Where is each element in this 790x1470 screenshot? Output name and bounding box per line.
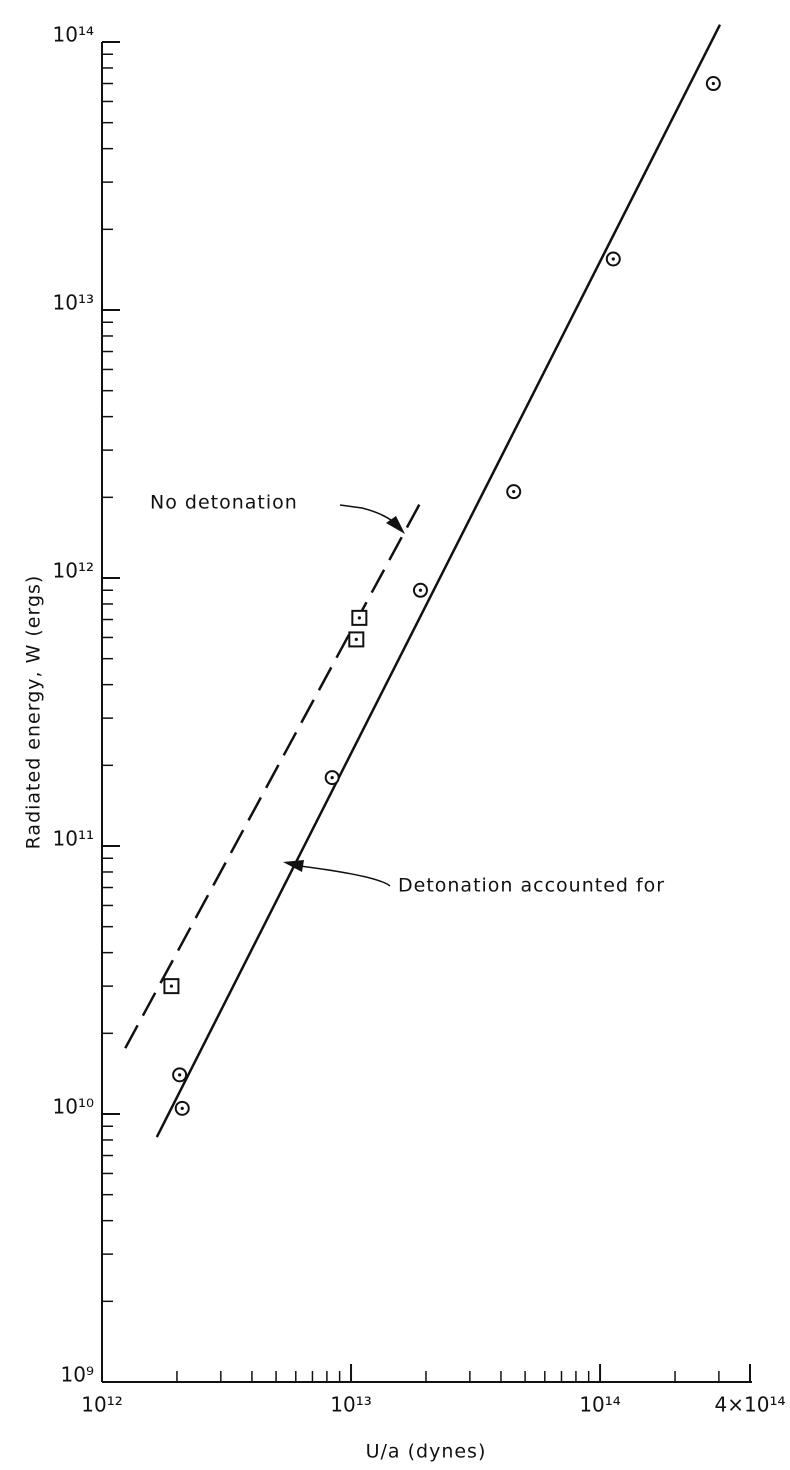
point-center <box>711 81 715 86</box>
x-tick-label: 10¹⁴ <box>579 1393 620 1417</box>
point-center <box>418 588 423 592</box>
arrowhead <box>386 516 405 534</box>
point-center <box>180 1106 184 1110</box>
y-axis-label: Radiated energy, W (ergs) <box>23 575 45 850</box>
x-tick-label: 10¹³ <box>330 1393 371 1417</box>
y-tick-label: 10⁹ <box>61 1363 94 1387</box>
y-tick-label: 10¹¹ <box>53 827 94 851</box>
point-center <box>611 257 615 261</box>
x-tick-label: 10¹² <box>81 1393 122 1417</box>
point-center <box>512 490 516 494</box>
point-center <box>178 1073 182 1077</box>
point-center <box>354 637 358 642</box>
fit-line <box>155 24 722 1138</box>
y-tick-label: 10¹⁴ <box>53 23 94 47</box>
point-center <box>357 616 361 620</box>
annotation: No detonation <box>150 492 298 514</box>
annotation-leader <box>299 865 391 887</box>
fit-line <box>124 496 425 1049</box>
x-axis-label: U/a (dynes) <box>366 1441 487 1463</box>
y-tick-label: 10¹³ <box>53 291 94 315</box>
point-center <box>169 984 174 988</box>
y-tick-label: 10¹² <box>53 559 94 583</box>
x-tick-label: 4×10¹⁴ <box>715 1393 786 1417</box>
point-center <box>330 775 334 780</box>
y-tick-label: 10¹⁰ <box>53 1095 94 1119</box>
annotation: Detonation accounted for <box>398 875 665 897</box>
